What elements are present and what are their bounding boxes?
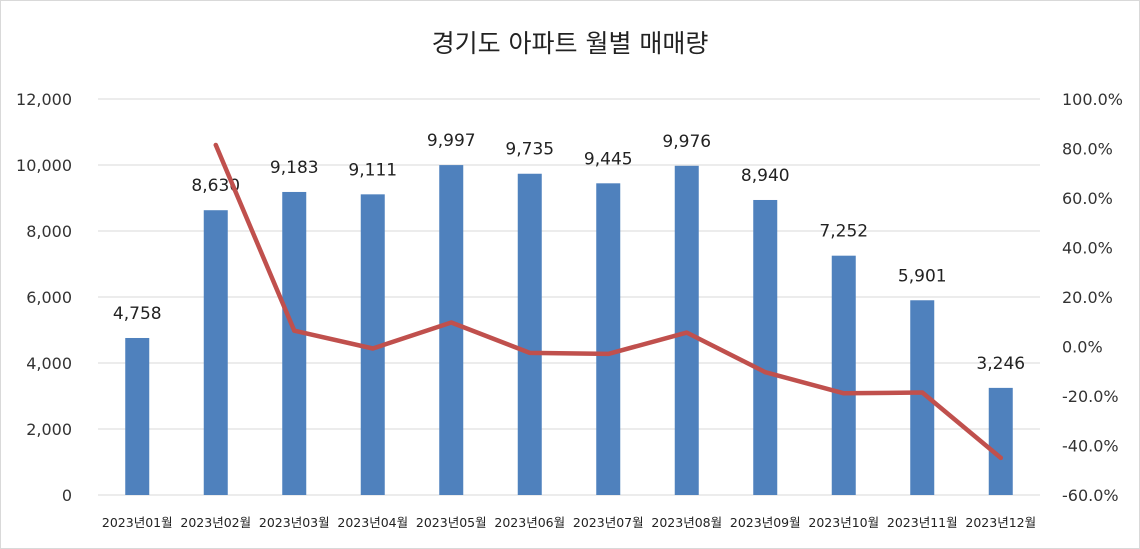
x-tick-label: 2023년07월 [573,515,644,530]
y-right-tick-label: 40.0% [1062,239,1113,258]
y-right-tick-label: -40.0% [1062,437,1119,456]
data-label: 9,111 [348,160,397,180]
y-left-tick-label: 0 [62,486,72,505]
bar [203,210,228,495]
bar [517,173,542,495]
x-tick-label: 2023년10월 [808,515,879,530]
x-tick-label: 2023년02월 [180,515,251,530]
chart-title: 경기도 아파트 월별 매매량 [431,29,709,58]
y-left-tick-label: 8,000 [26,222,72,241]
data-label: 5,901 [898,266,947,286]
line-point [292,328,297,333]
x-tick-label: 2023년01월 [102,515,173,530]
bar [282,191,307,495]
data-label: 8,940 [741,166,790,186]
y-right-tick-label: 0.0% [1062,338,1103,357]
y-left-tick-label: 6,000 [26,288,72,307]
bar [988,387,1013,495]
data-label: 8,630 [191,176,240,196]
x-tick-label: 2023년12월 [965,515,1036,530]
line-point [606,351,611,356]
y-left-tick-label: 4,000 [26,354,72,373]
data-label: 9,997 [427,131,476,151]
line-point [841,391,846,396]
data-label: 9,445 [584,149,633,169]
data-label: 9,183 [270,158,319,178]
x-tick-label: 2023년06월 [494,515,565,530]
y-right-tick-label: 100.0% [1062,90,1123,109]
bar [439,165,464,495]
y-right-tick-label: 80.0% [1062,140,1113,159]
line-point [763,370,768,375]
y-right-tick-label: 60.0% [1062,189,1113,208]
data-label: 9,976 [662,132,711,152]
y-left-tick-label: 12,000 [16,90,72,109]
bar [831,255,856,495]
bar [596,183,621,495]
y-left-tick-label: 2,000 [26,420,72,439]
line-point [998,455,1003,460]
bar [753,199,778,496]
x-tick-label: 2023년11월 [887,515,958,530]
line-point [370,346,375,351]
y-right-tick-label: -20.0% [1062,387,1119,406]
x-tick-label: 2023년05월 [416,515,487,530]
line-point [213,143,218,148]
y-left-tick-label: 10,000 [16,156,72,175]
x-tick-label: 2023년08월 [651,515,722,530]
x-tick-label: 2023년03월 [259,515,330,530]
x-tick-label: 2023년09월 [730,515,801,530]
line-point [449,320,454,325]
line-point [920,390,925,395]
data-label: 4,758 [113,304,162,324]
data-label: 3,246 [976,354,1025,374]
line-point [527,350,532,355]
bar [125,337,150,495]
line-point [684,330,689,335]
data-label: 9,735 [505,140,554,160]
y-right-tick-label: -60.0% [1062,486,1119,505]
data-label: 7,252 [819,222,868,242]
x-tick-label: 2023년04월 [337,515,408,530]
y-right-tick-label: 20.0% [1062,288,1113,307]
